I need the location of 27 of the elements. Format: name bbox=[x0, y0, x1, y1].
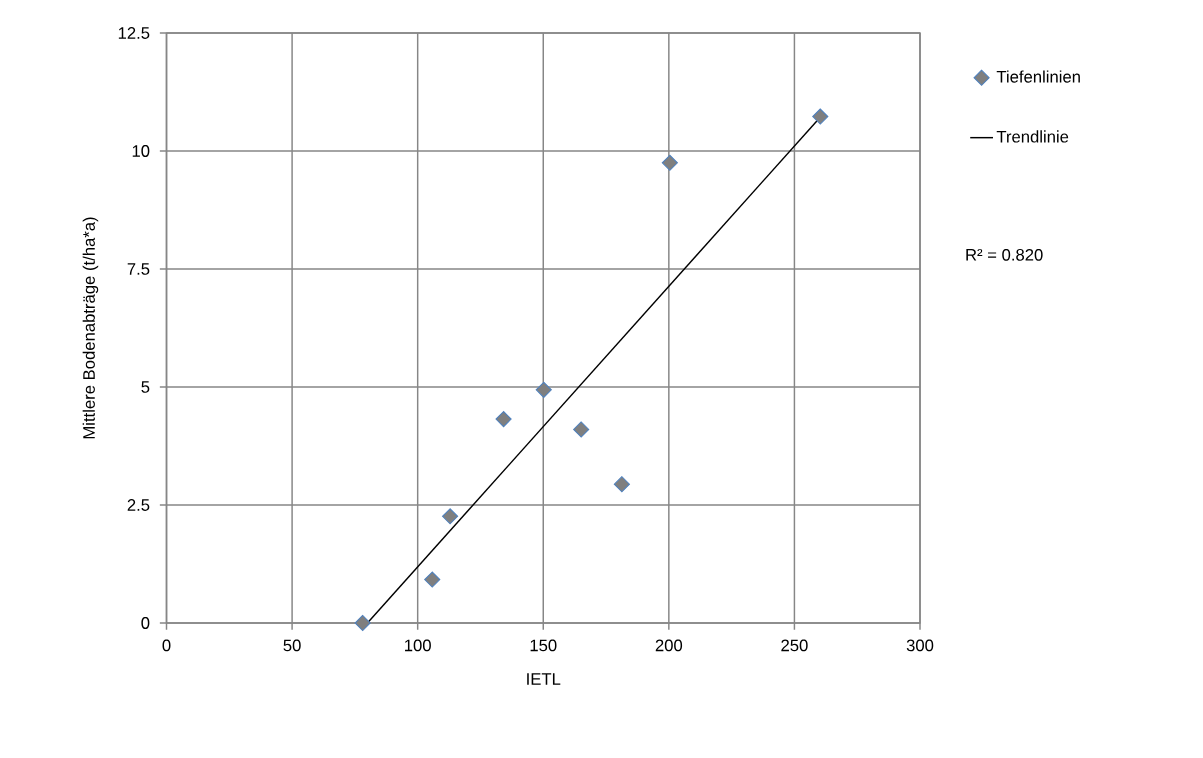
y-tick-label: 7.5 bbox=[127, 263, 150, 275]
x-tick-label: 300 bbox=[906, 639, 934, 652]
x-tick-label: 150 bbox=[530, 639, 557, 652]
x-tick-label: 250 bbox=[781, 639, 808, 652]
legend-label: Trendlinie bbox=[996, 130, 1069, 143]
x-tick-label: 100 bbox=[405, 639, 431, 652]
y-tick-label: 2.5 bbox=[127, 499, 150, 511]
point bbox=[613, 476, 630, 493]
x-tick-label: 200 bbox=[655, 639, 683, 652]
point bbox=[535, 381, 552, 398]
point bbox=[441, 508, 459, 525]
y-tick-label: 5 bbox=[141, 381, 150, 393]
text: R² = 0.820 bbox=[966, 248, 1043, 261]
x-tick-label: 50 bbox=[283, 639, 301, 652]
y-tick-label: 10 bbox=[132, 145, 150, 157]
x-axis-title: IETL bbox=[527, 673, 561, 685]
point bbox=[354, 614, 371, 632]
point bbox=[812, 108, 829, 125]
point bbox=[573, 421, 590, 438]
y-tick-label: 0 bbox=[141, 617, 150, 629]
y-axis-title: Mittlere Bodenabträge (t/ha*a) bbox=[82, 217, 99, 439]
y-tick-label: 12.5 bbox=[118, 27, 150, 39]
x-tick-label: 0 bbox=[162, 639, 171, 652]
point bbox=[661, 154, 678, 171]
point bbox=[495, 411, 512, 428]
legend-label: Tiefenlinien bbox=[996, 70, 1080, 83]
point bbox=[424, 571, 441, 588]
